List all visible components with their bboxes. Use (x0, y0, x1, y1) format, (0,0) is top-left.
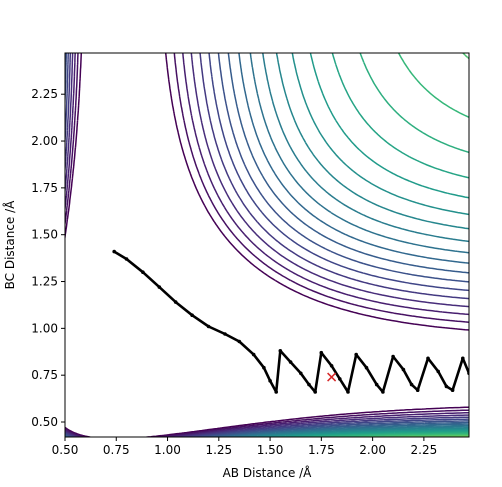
trajectory-point (374, 382, 379, 387)
trajectory-point (157, 285, 162, 289)
trajectory-point (313, 390, 318, 394)
x-tick-label: 1.00 (154, 443, 181, 457)
trajectory-point (274, 390, 279, 394)
trajectory-point (401, 367, 406, 372)
contour-line (315, 53, 469, 437)
contour-line (279, 53, 469, 437)
trajectory-path (113, 250, 469, 394)
trajectory-point (409, 382, 414, 387)
y-axis-label: BC Distance /Å (2, 200, 17, 290)
trajectory-point (329, 364, 334, 368)
trajectory-point (450, 388, 455, 393)
trajectory-point (436, 369, 441, 374)
contour-line (65, 53, 469, 437)
trajectory-point (112, 249, 116, 254)
contour-line (65, 53, 469, 437)
plot-frame (64, 52, 470, 438)
contour-line (296, 53, 469, 437)
contour-line (337, 53, 469, 437)
x-tick-label: 0.50 (52, 443, 79, 457)
trajectory-point (415, 388, 420, 393)
contour-line (230, 53, 469, 437)
contour-line (65, 53, 469, 437)
trajectory-point (190, 313, 194, 318)
contour-line (65, 53, 469, 437)
y-tick-label: 2.00 (31, 134, 58, 148)
x-tick-label: 1.50 (257, 443, 284, 457)
trajectory-point (278, 349, 283, 353)
trajectory-point (354, 352, 359, 357)
trajectory-point (391, 354, 395, 359)
trajectory-point (307, 382, 311, 387)
trajectory-point (338, 377, 342, 381)
trajectory-point (124, 257, 129, 261)
contour-line (265, 53, 469, 437)
contour-lines (65, 53, 469, 437)
trajectory-point (288, 360, 293, 364)
contour-line (252, 53, 469, 437)
contour-line (65, 53, 469, 437)
trajectory-point (268, 379, 272, 383)
trajectory-point (364, 365, 369, 370)
trajectory-point (444, 384, 449, 389)
y-tick-label: 1.50 (31, 228, 58, 242)
marker-x (327, 372, 337, 382)
y-tick-label: 1.75 (31, 181, 58, 195)
trajectory-point (381, 390, 385, 394)
y-tick-label: 2.25 (31, 87, 58, 101)
trajectory-point (319, 350, 324, 355)
y-tick-label: 1.00 (31, 321, 58, 335)
trajectory-point (206, 324, 211, 329)
contour-line (65, 53, 469, 437)
x-tick-label: 2.00 (359, 443, 386, 457)
current-position-marker (327, 372, 337, 382)
trajectory-point (141, 270, 145, 275)
x-tick-label: 2.25 (411, 443, 438, 457)
y-tick-label: 1.25 (31, 275, 58, 289)
contour-line (65, 53, 469, 437)
trajectory-point (461, 356, 465, 361)
trajectory-point (173, 300, 178, 304)
x-axis-label: AB Distance /Å (223, 465, 313, 480)
trajectory-point (299, 371, 303, 376)
trajectory-point (426, 356, 430, 361)
contour-line (65, 53, 469, 437)
y-tick-label: 0.75 (31, 368, 58, 382)
x-tick-label: 1.25 (205, 443, 232, 457)
y-tick-label: 0.50 (31, 415, 58, 429)
contour-line (367, 435, 469, 437)
x-axis-ticks: 0.50 0.75 1.00 1.25 1.50 1.75 2.00 2.25 (52, 437, 438, 457)
trajectory-point (237, 339, 242, 344)
y-axis-ticks: 0.50 0.75 1.00 1.25 1.50 1.75 2.00 2.25 (31, 87, 65, 429)
trajectory-point (346, 390, 350, 394)
x-tick-label: 1.75 (308, 443, 335, 457)
trajectory-point (262, 365, 266, 370)
trajectory (112, 249, 469, 394)
contour-line (241, 53, 469, 437)
x-tick-label: 0.75 (103, 443, 130, 457)
trajectory-point (223, 332, 227, 336)
trajectory-point (251, 352, 256, 357)
